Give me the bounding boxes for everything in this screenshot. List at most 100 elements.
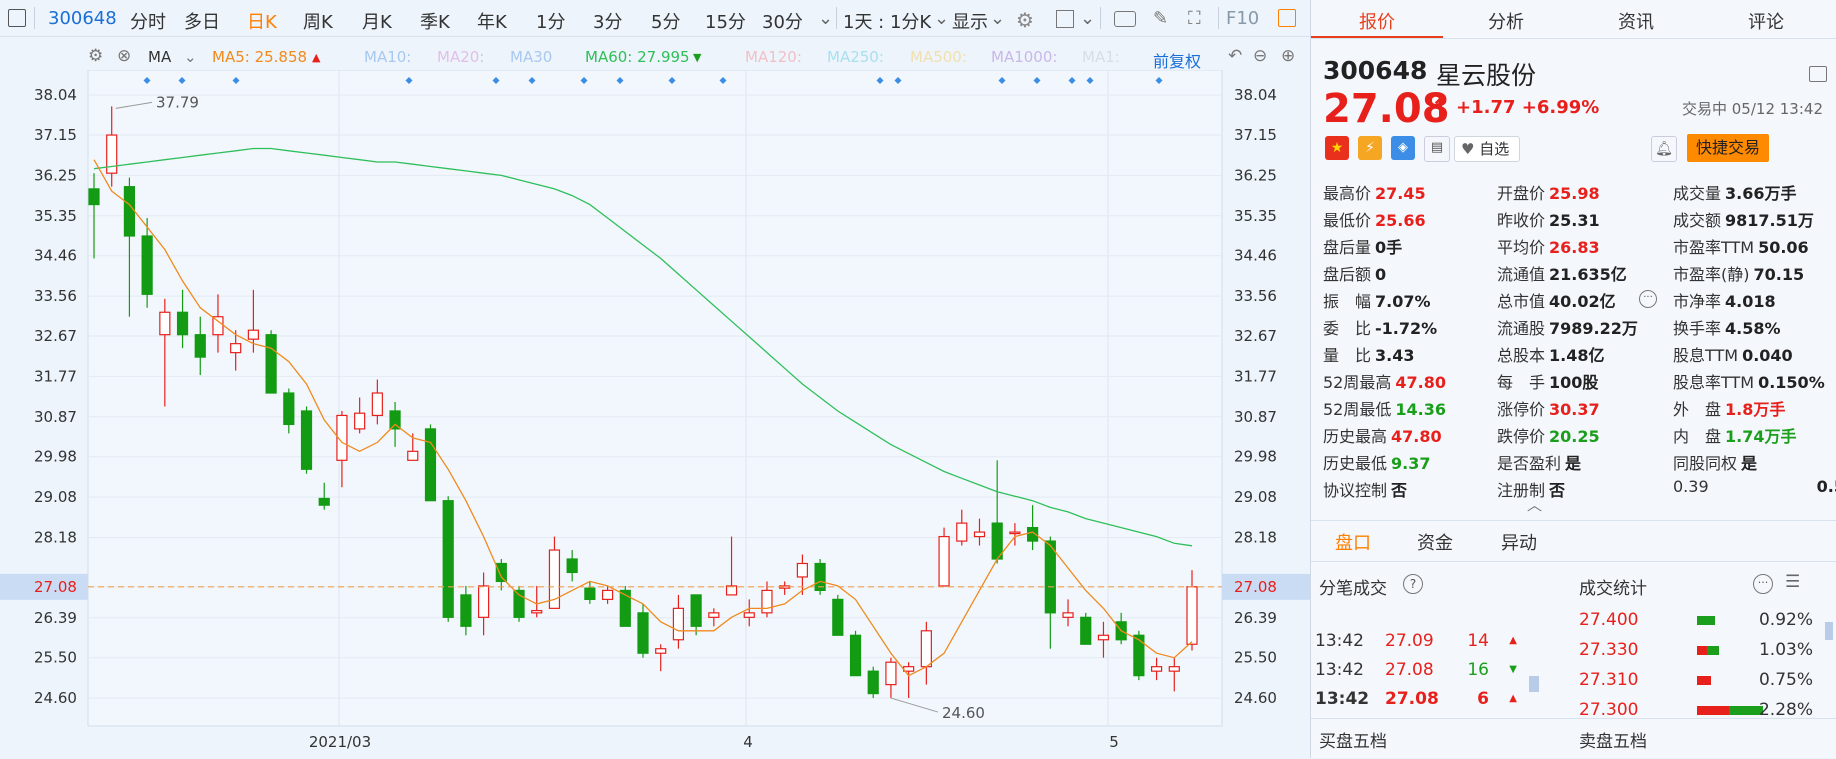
candle-body-down bbox=[460, 594, 472, 627]
event-marker[interactable] bbox=[405, 77, 413, 84]
tab-analysis[interactable]: 分析 bbox=[1488, 12, 1524, 33]
period-yearly-k[interactable]: 年K bbox=[477, 12, 507, 33]
event-marker[interactable] bbox=[528, 77, 536, 84]
bell-icon[interactable]: 🔔︎ bbox=[1651, 136, 1677, 162]
candle bbox=[194, 316, 206, 376]
list-view-icon[interactable]: ☰ bbox=[1785, 572, 1801, 592]
event-marker[interactable] bbox=[232, 77, 240, 84]
undo-icon[interactable]: ↶ bbox=[1228, 46, 1243, 66]
panel-collapse-icon[interactable] bbox=[1809, 66, 1827, 82]
event-marker[interactable] bbox=[1086, 77, 1094, 84]
tab-movements[interactable]: 异动 bbox=[1501, 533, 1537, 554]
active-tab-underline bbox=[1311, 36, 1443, 38]
candle bbox=[1150, 657, 1163, 681]
buy5-label[interactable]: 买盘五档 bbox=[1319, 732, 1387, 752]
event-marker[interactable] bbox=[894, 77, 902, 84]
stats-scrollbar[interactable] bbox=[1825, 622, 1833, 640]
tab-quote[interactable]: 报价 bbox=[1359, 12, 1395, 33]
period-weekly-k[interactable]: 周K bbox=[303, 12, 333, 33]
settings-gear-icon[interactable]: ⚙ bbox=[1016, 8, 1034, 32]
candle-body-down bbox=[1133, 634, 1145, 677]
period-30min[interactable]: 30分 bbox=[762, 12, 803, 33]
ma-select-chevron-icon[interactable]: ⌄ bbox=[184, 48, 197, 66]
watchlist-button[interactable]: ♥ 自选 bbox=[1454, 136, 1520, 162]
quick-trade-button[interactable]: 快捷交易 bbox=[1687, 134, 1769, 162]
event-marker[interactable] bbox=[876, 77, 884, 84]
ticks-scrollbar[interactable] bbox=[1529, 676, 1539, 692]
period-daily-k[interactable]: 日K bbox=[247, 12, 277, 33]
collapse-chevron-icon[interactable]: ︿ bbox=[1527, 496, 1543, 514]
quote-field-label: 注册制 bbox=[1497, 481, 1546, 500]
f10-button[interactable]: F10 bbox=[1226, 8, 1260, 29]
y-tick-label-right: 31.77 bbox=[1234, 367, 1277, 385]
period-fenshi[interactable]: 分时 bbox=[130, 12, 166, 33]
period-multiday[interactable]: 多日 bbox=[184, 12, 220, 33]
zoom-out-icon[interactable]: ⊖ bbox=[1253, 46, 1268, 66]
event-marker[interactable] bbox=[1033, 77, 1041, 84]
zoom-in-icon[interactable]: ⊕ bbox=[1281, 46, 1296, 66]
event-marker[interactable] bbox=[178, 77, 186, 84]
event-markers bbox=[143, 77, 1163, 84]
tab-comments[interactable]: 评论 bbox=[1748, 12, 1784, 33]
period-1min[interactable]: 1分 bbox=[536, 12, 566, 33]
y-tick-label-right: 38.04 bbox=[1234, 86, 1277, 104]
fullscreen-icon[interactable]: ⛶ bbox=[1188, 8, 1201, 29]
tab-pankou[interactable]: 盘口 bbox=[1335, 533, 1371, 554]
period-quarterly-k[interactable]: 季K bbox=[420, 12, 450, 33]
kline-chart[interactable]: 38.04 37.15 36.25 35.35 34.46 33.56 32.67 31.77… bbox=[0, 70, 1310, 758]
draw-box-chevron-icon[interactable]: ⌄ bbox=[1080, 8, 1096, 29]
period-5min[interactable]: 5分 bbox=[651, 12, 681, 33]
camera-icon[interactable] bbox=[1114, 11, 1136, 27]
layout-toggle-icon[interactable] bbox=[1278, 9, 1296, 27]
candle-body-down bbox=[513, 589, 525, 618]
market-cap-more-icon[interactable]: ··· bbox=[1639, 290, 1657, 308]
candle bbox=[442, 496, 454, 622]
period-monthly-k[interactable]: 月K bbox=[362, 12, 392, 33]
candle bbox=[300, 406, 313, 474]
quote-field: 0.39 0.54 bbox=[1673, 477, 1836, 496]
quote-field-value: 0.040 bbox=[1742, 346, 1793, 365]
ma-settings-gear-icon[interactable]: ⚙ bbox=[88, 46, 104, 66]
quote-field: 委 比 -1.72% bbox=[1323, 315, 1437, 339]
quote-field: 平均价 26.83 bbox=[1497, 234, 1600, 258]
quote-field-value: 9817.51万 bbox=[1725, 211, 1814, 230]
draw-box-icon[interactable] bbox=[1056, 10, 1074, 28]
event-marker[interactable] bbox=[492, 77, 500, 84]
tag-icon[interactable]: ◈ bbox=[1391, 136, 1415, 160]
interval-select[interactable]: 1天 : 1分K bbox=[843, 12, 932, 33]
tab-funds[interactable]: 资金 bbox=[1417, 533, 1453, 554]
tick-up-arrow-icon: ▲ bbox=[1509, 635, 1517, 646]
period-more-chevron-icon[interactable]: ⌄ bbox=[818, 8, 834, 29]
quote-field: 市盈率(静) 70.15 bbox=[1673, 261, 1804, 285]
sell5-label[interactable]: 卖盘五档 bbox=[1579, 732, 1647, 752]
more-options-icon[interactable]: ··· bbox=[1753, 574, 1773, 594]
event-marker[interactable] bbox=[580, 77, 588, 84]
event-marker[interactable] bbox=[998, 77, 1006, 84]
panel-toggle-icon[interactable] bbox=[8, 9, 26, 27]
quote-field: 内 盘 1.74万手 bbox=[1673, 423, 1797, 447]
pencil-icon[interactable]: ✎ bbox=[1153, 8, 1169, 29]
event-marker[interactable] bbox=[668, 77, 676, 84]
period-3min[interactable]: 3分 bbox=[593, 12, 623, 33]
interval-chevron-icon[interactable]: ⌄ bbox=[934, 8, 950, 29]
lightning-icon[interactable]: ⚡ bbox=[1358, 136, 1382, 160]
event-marker[interactable] bbox=[616, 77, 624, 84]
candle bbox=[867, 666, 879, 699]
event-marker[interactable] bbox=[719, 77, 727, 84]
event-marker[interactable] bbox=[143, 77, 151, 84]
candle bbox=[601, 585, 614, 604]
event-marker[interactable] bbox=[1155, 77, 1163, 84]
help-icon[interactable]: ? bbox=[1403, 574, 1423, 594]
bookmark-icon[interactable]: ▤ bbox=[1424, 136, 1450, 162]
tab-news[interactable]: 资讯 bbox=[1618, 12, 1654, 33]
display-chevron-icon[interactable]: ⌄ bbox=[990, 8, 1006, 29]
event-marker[interactable] bbox=[1068, 77, 1076, 84]
candle-body-up bbox=[672, 607, 685, 641]
display-menu[interactable]: 显示 bbox=[952, 12, 988, 33]
period-15min[interactable]: 15分 bbox=[705, 12, 746, 33]
quote-field-value: 0 bbox=[1375, 265, 1387, 284]
ma-select[interactable]: MA bbox=[148, 48, 172, 66]
candle bbox=[814, 559, 826, 595]
adjust-button[interactable]: 前复权 bbox=[1153, 52, 1202, 71]
ma-close-icon[interactable]: ⊗ bbox=[117, 46, 132, 66]
